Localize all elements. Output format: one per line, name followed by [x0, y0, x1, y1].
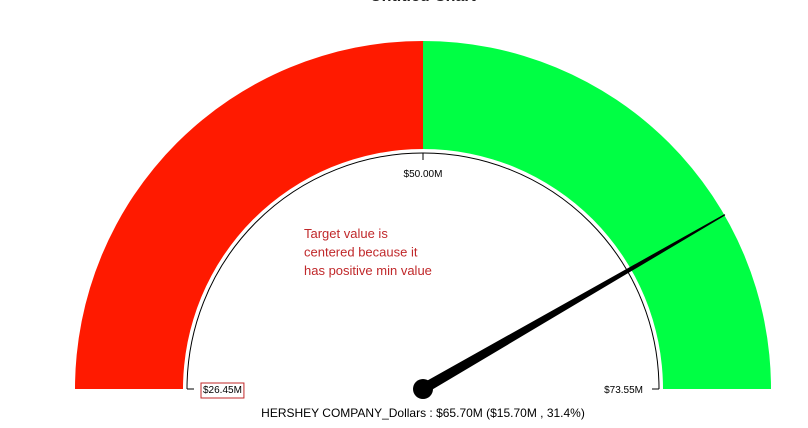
caption: HERSHEY COMPANY_Dollars : $65.70M ($15.7…	[261, 406, 585, 420]
annotation: Target value is centered because it has po…	[304, 226, 432, 278]
tick-label: $26.45M	[203, 385, 242, 396]
annotation-line: Target value is	[304, 226, 388, 241]
axis: $26.45M $50.00M $73.55M	[186, 152, 660, 399]
tick-label: $50.00M	[404, 169, 443, 180]
chart-title: Untitled Chart	[370, 0, 476, 5]
bands	[75, 41, 771, 389]
band	[75, 41, 423, 389]
annotation-line: centered because it	[304, 245, 418, 260]
tick-label: $73.55M	[604, 385, 643, 396]
tick-label-box	[200, 382, 245, 399]
needle-hub	[413, 379, 433, 399]
annotation-line: has positive min value	[304, 263, 432, 278]
needle-group	[413, 214, 726, 399]
band	[423, 41, 771, 389]
